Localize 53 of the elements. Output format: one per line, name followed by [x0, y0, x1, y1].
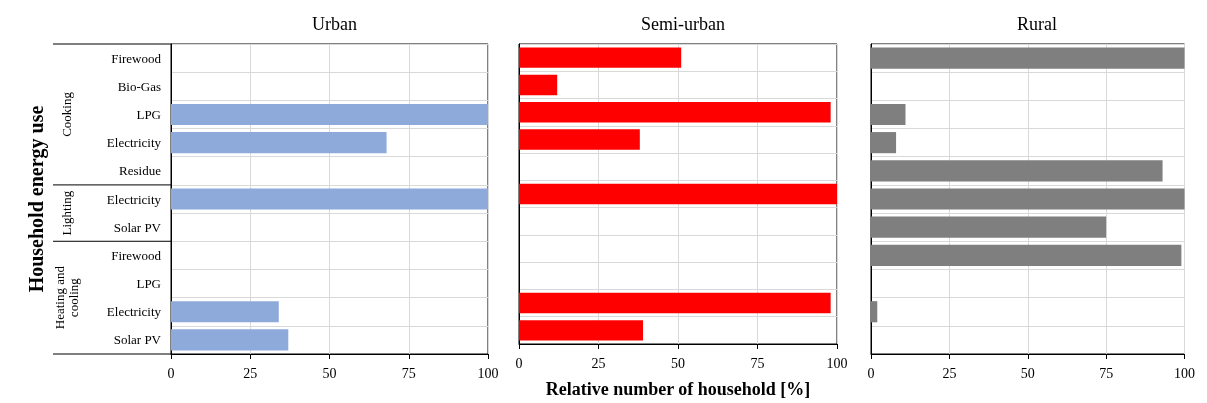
y-tick-label: Firewood	[111, 247, 162, 263]
bar	[871, 216, 1107, 238]
chart-title: Semi-urban	[641, 14, 725, 34]
x-tick-label: 75	[401, 365, 416, 381]
y-tick-label: Electricity	[106, 191, 162, 207]
bar	[871, 160, 1163, 182]
bar	[519, 320, 644, 341]
y-tick-label: Bio-Gas	[117, 78, 161, 94]
x-tick-label: 25	[243, 365, 258, 381]
x-tick-label: 0	[167, 365, 175, 381]
bar	[171, 132, 387, 154]
x-tick-label: 100	[477, 365, 499, 381]
bar	[171, 188, 488, 210]
x-tick-label: 75	[750, 355, 765, 371]
y-tick-label: Solar PV	[113, 332, 162, 348]
bar	[519, 74, 558, 96]
y-tick-label: Electricity	[106, 304, 162, 320]
x-tick-label: 25	[942, 365, 957, 381]
y-tick-label: LPG	[136, 106, 161, 122]
x-tick-label: 0	[867, 365, 875, 381]
chart-title: Urban	[312, 14, 357, 34]
x-tick-label: 100	[1174, 365, 1195, 381]
chart-title: Rural	[1017, 14, 1057, 34]
x-tick-label: 50	[322, 365, 337, 381]
x-tick-label: 25	[591, 355, 606, 371]
bar	[171, 329, 289, 351]
x-tick-label: 0	[515, 355, 523, 371]
bar	[171, 301, 279, 323]
x-tick-label: 75	[1099, 365, 1114, 381]
text: Lighting	[58, 190, 74, 236]
bar	[871, 301, 878, 323]
y-tick-label: Firewood	[111, 50, 162, 66]
bar	[871, 188, 1185, 210]
x-tick-label: 50	[1020, 365, 1035, 381]
text: Heating and cooling	[51, 265, 81, 330]
bar	[519, 47, 682, 68]
bar	[871, 103, 906, 126]
bar	[519, 183, 837, 205]
bar	[871, 132, 897, 154]
text: Cooking	[58, 91, 74, 137]
x-tick-label: 100	[826, 355, 848, 371]
bar	[519, 129, 640, 150]
bar	[171, 103, 488, 126]
x-axis-title: Relative number of household [%]	[545, 379, 811, 399]
y-axis-title: Household energy use	[25, 105, 48, 293]
y-tick-label: Residue	[119, 163, 162, 179]
bar	[519, 292, 831, 314]
y-tick-label: LPG	[136, 276, 161, 292]
bar	[519, 101, 831, 123]
bar	[871, 244, 1182, 266]
y-tick-label: Electricity	[106, 135, 162, 151]
x-tick-label: 50	[671, 355, 685, 371]
y-tick-label: Solar PV	[113, 219, 162, 235]
